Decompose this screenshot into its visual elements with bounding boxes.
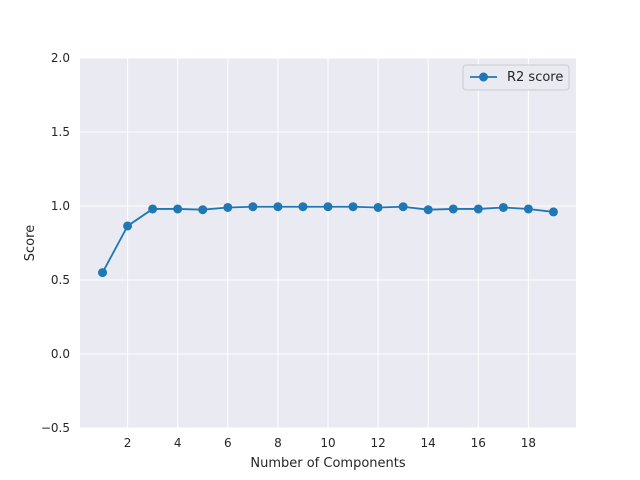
legend-box — [462, 64, 570, 91]
x-tick-label: 6 — [224, 436, 232, 450]
data-point — [98, 268, 108, 278]
y-axis-label: Score — [23, 225, 38, 261]
x-tick-label: 14 — [421, 436, 436, 450]
data-point — [548, 207, 558, 217]
data-point — [348, 202, 358, 212]
x-tick-label: 8 — [274, 436, 282, 450]
data-point — [448, 204, 458, 214]
data-point — [373, 202, 383, 212]
x-tick-label: 4 — [174, 436, 182, 450]
x-tick-label: 16 — [471, 436, 486, 450]
data-point — [398, 202, 408, 212]
y-tick-label: 1.5 — [51, 125, 70, 139]
data-point — [473, 204, 483, 214]
y-tick-label: −0.5 — [41, 421, 70, 435]
x-tick-label: 12 — [370, 436, 385, 450]
grid — [80, 57, 576, 429]
data-point — [123, 221, 133, 231]
data-point — [148, 204, 158, 214]
legend-label-r2-score: R2 score — [507, 70, 563, 85]
y-tick-label: 0.5 — [51, 273, 70, 287]
legend: R2 score — [462, 64, 570, 91]
x-axis-label: Number of Components — [250, 456, 405, 471]
x-tick-label: 10 — [320, 436, 335, 450]
data-point — [273, 202, 283, 212]
data-point — [323, 202, 333, 212]
y-tick-label: 1.0 — [51, 199, 70, 213]
x-tick-label: 18 — [521, 436, 536, 450]
series-layer — [98, 202, 558, 278]
data-point — [423, 205, 433, 215]
data-point — [248, 202, 258, 212]
data-point — [298, 202, 308, 212]
y-tick-label: 0.0 — [51, 347, 70, 361]
data-point — [173, 204, 183, 214]
legend-marker — [479, 72, 488, 82]
x-tick-labels: 2 4 6 8 10 12 14 16 18 — [124, 436, 536, 450]
y-tick-labels: −0.5 0.0 0.5 1.0 1.5 2.0 — [41, 51, 70, 435]
data-point — [223, 202, 233, 212]
data-point — [498, 202, 508, 212]
data-point — [198, 205, 208, 215]
x-tick-label: 2 — [124, 436, 132, 450]
y-tick-label: 2.0 — [51, 51, 70, 65]
data-point — [523, 204, 533, 214]
